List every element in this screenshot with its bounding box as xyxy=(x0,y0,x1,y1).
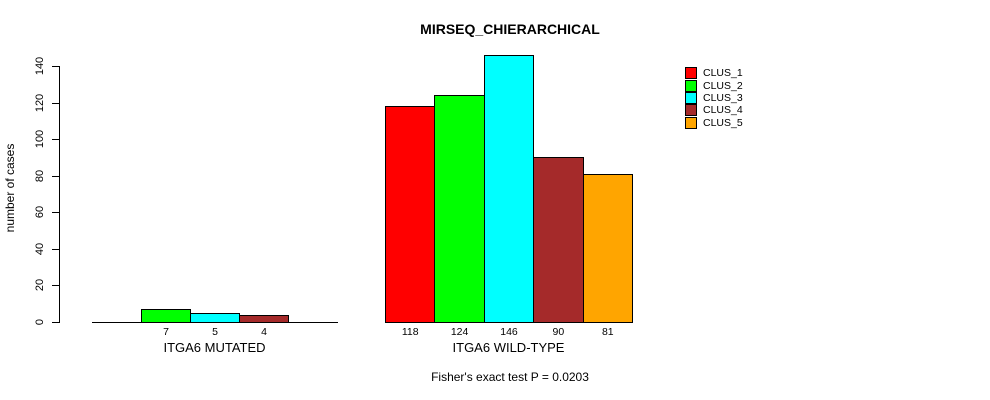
legend-label: CLUS_2 xyxy=(703,79,743,92)
legend-swatch-clus_1 xyxy=(685,67,697,80)
bar-value-label: 146 xyxy=(500,326,518,338)
y-axis-tick xyxy=(52,103,60,104)
y-axis-label: number of cases xyxy=(3,143,17,233)
x-axis-group-label: ITGA6 WILD-TYPE xyxy=(452,340,565,355)
legend: CLUS_1 CLUS_2 CLUS_3 CLUS_4 CLUS_5 xyxy=(685,67,743,129)
y-axis-tick-label: 0 xyxy=(34,318,46,326)
legend-label: CLUS_5 xyxy=(703,116,743,129)
bar-value-label: 7 xyxy=(163,326,169,338)
y-axis-tick-label: 20 xyxy=(34,278,46,292)
bar-value-label: 5 xyxy=(212,326,218,338)
y-axis-tick xyxy=(52,66,60,67)
legend-swatch-clus_4 xyxy=(685,104,697,117)
y-axis-tick-label: 80 xyxy=(34,169,46,183)
y-axis-tick xyxy=(52,249,60,250)
y-axis-tick-label: 100 xyxy=(34,129,46,149)
legend-swatch-clus_5 xyxy=(685,116,697,129)
x-axis-group-label: ITGA6 MUTATED xyxy=(163,340,266,355)
bar-clus_4 xyxy=(533,157,584,323)
legend-item: CLUS_3 xyxy=(685,91,743,104)
bar-clus_4 xyxy=(239,315,289,323)
bar-clus_3 xyxy=(483,55,535,323)
y-axis xyxy=(59,66,60,323)
bar-value-label: 90 xyxy=(552,326,565,338)
bar-value-label: 81 xyxy=(601,326,614,338)
y-axis-tick-label: 40 xyxy=(34,242,46,256)
bar-value-label: 124 xyxy=(450,326,469,338)
legend-label: CLUS_3 xyxy=(703,91,743,104)
y-axis-tick xyxy=(52,176,60,177)
y-axis-tick-label: 120 xyxy=(34,93,46,113)
bar-clus_1 xyxy=(385,106,436,323)
bar-clus_2 xyxy=(141,309,191,323)
y-axis-tick xyxy=(52,322,60,323)
legend-item: CLUS_5 xyxy=(685,116,743,129)
chart-title: MIRSEQ_CHIERARCHICAL xyxy=(420,21,600,37)
y-axis-tick xyxy=(52,285,60,286)
y-axis-tick xyxy=(52,212,60,213)
bar-clus_2 xyxy=(434,95,485,323)
y-axis-tick-label: 60 xyxy=(34,205,46,219)
bar-value-label: 118 xyxy=(401,326,419,338)
footnote: Fisher's exact test P = 0.0203 xyxy=(431,370,589,384)
bar-clus_3 xyxy=(190,313,240,323)
legend-item: CLUS_1 xyxy=(685,67,743,80)
legend-label: CLUS_1 xyxy=(703,67,743,80)
y-axis-tick-label: 140 xyxy=(34,56,46,76)
legend-item: CLUS_2 xyxy=(685,79,743,92)
bar-value-label: 4 xyxy=(261,326,267,338)
legend-item: CLUS_4 xyxy=(685,104,743,117)
legend-swatch-clus_2 xyxy=(685,79,697,92)
legend-swatch-clus_3 xyxy=(685,91,697,104)
bar-clus_5 xyxy=(582,174,633,323)
y-axis-tick xyxy=(52,139,60,140)
legend-label: CLUS_4 xyxy=(703,104,743,117)
